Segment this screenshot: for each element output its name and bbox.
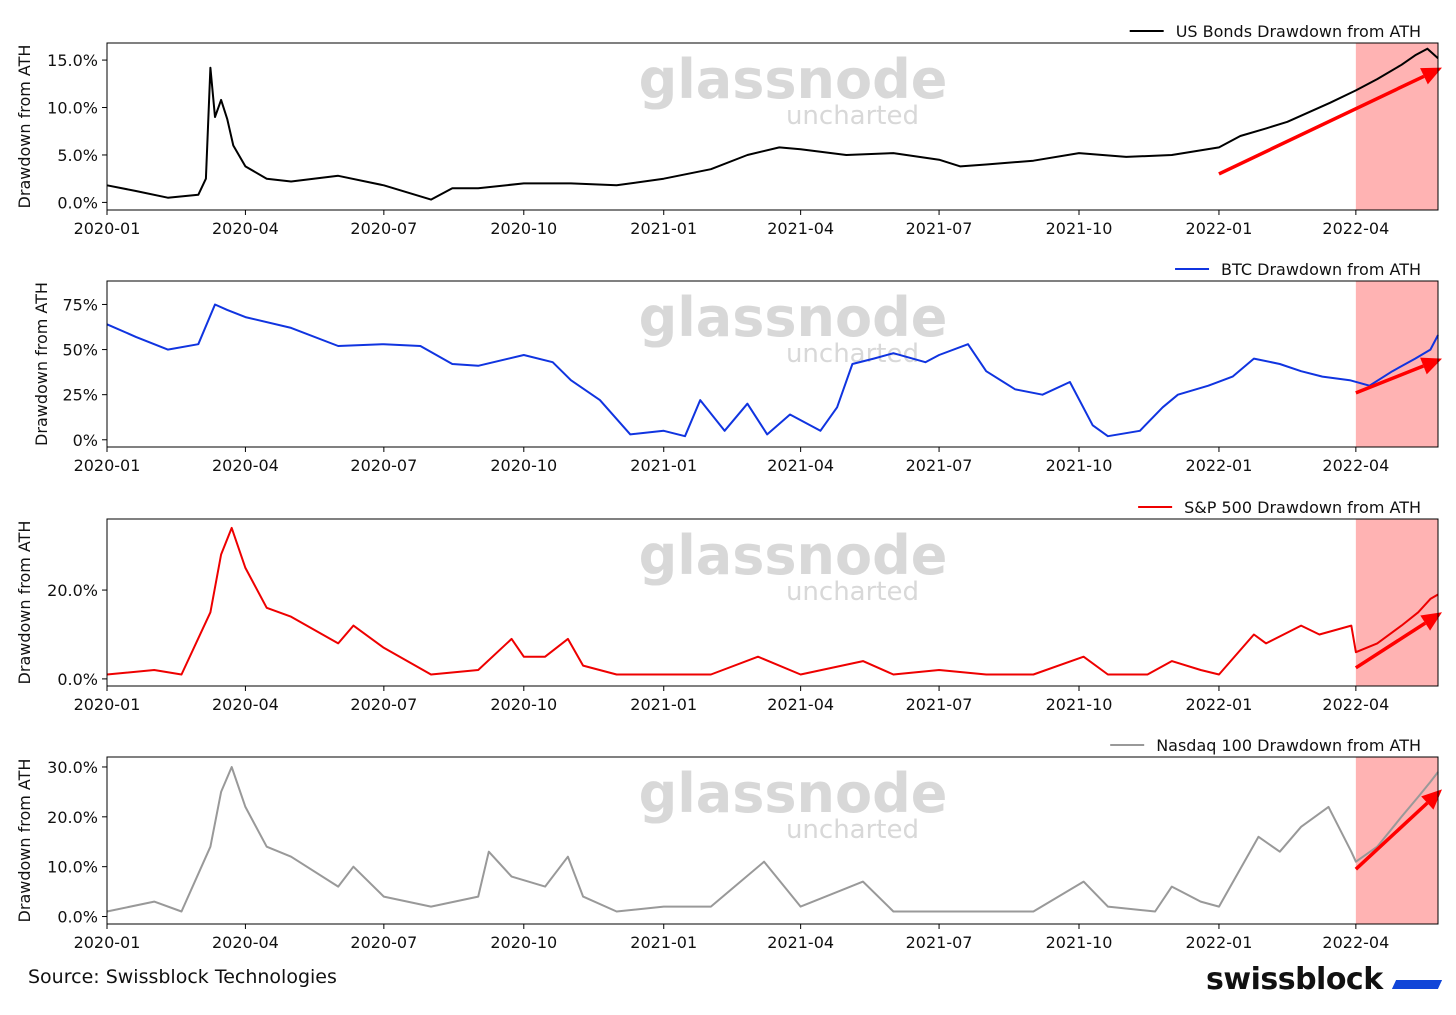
y-tick-label: 0.0%	[57, 193, 98, 212]
series-line	[106, 47, 1439, 201]
y-tick-label: 5.0%	[57, 146, 98, 165]
x-tick-label: 2021-10	[1046, 933, 1113, 952]
y-axis-label: Drawdown from ATH	[15, 759, 34, 923]
x-tick-label: 2021-04	[767, 219, 834, 238]
x-tick-label: 2021-10	[1046, 219, 1113, 238]
x-tick-label: 2021-01	[630, 695, 697, 714]
watermark-uncharted: uncharted	[786, 577, 919, 607]
legend-label: BTC Drawdown from ATH	[1221, 260, 1421, 279]
x-tick-label: 2022-01	[1186, 695, 1253, 714]
y-tick-label: 25%	[62, 386, 98, 405]
x-tick-label: 2021-04	[767, 456, 834, 475]
x-tick-label: 2020-10	[490, 695, 557, 714]
y-tick-label: 30.0%	[47, 758, 98, 777]
watermark-uncharted: uncharted	[786, 815, 919, 845]
series-line	[106, 303, 1439, 438]
watermark-glassnode: glassnode	[639, 286, 948, 349]
y-tick-label: 50%	[62, 341, 98, 360]
x-tick-label: 2020-10	[490, 456, 557, 475]
y-tick-label: 0.0%	[57, 670, 98, 689]
highlight-band	[1355, 757, 1438, 924]
x-tick-label: 2020-07	[350, 695, 417, 714]
trend-arrow-head	[1421, 789, 1442, 810]
x-tick-label: 2022-04	[1322, 219, 1389, 238]
plot-frame	[106, 518, 1439, 687]
x-tick-label: 2022-04	[1322, 456, 1389, 475]
trend-arrow-head	[1420, 67, 1442, 85]
source-caption: Source: Swissblock Technologies	[28, 966, 337, 988]
x-tick-label: 2021-01	[630, 933, 697, 952]
series-line	[106, 766, 1439, 913]
x-tick-label: 2020-04	[212, 933, 279, 952]
x-tick-label: 2022-01	[1186, 933, 1253, 952]
y-tick-label: 20.0%	[47, 808, 98, 827]
plot-frame	[106, 42, 1439, 211]
x-tick-label: 2022-04	[1322, 695, 1389, 714]
y-axis-label: Drawdown from ATH	[15, 45, 34, 209]
x-tick-label: 2020-07	[350, 456, 417, 475]
trend-arrow	[1218, 74, 1425, 176]
y-axis-label: Drawdown from ATH	[15, 521, 34, 685]
x-tick-label: 2021-01	[630, 219, 697, 238]
x-tick-label: 2020-01	[74, 933, 141, 952]
x-tick-label: 2020-04	[212, 456, 279, 475]
y-tick-label: 0.0%	[57, 908, 98, 927]
watermark-glassnode: glassnode	[639, 762, 948, 825]
x-tick-label: 2020-10	[490, 933, 557, 952]
x-tick-label: 2020-01	[74, 456, 141, 475]
x-tick-label: 2020-04	[212, 219, 279, 238]
legend-label: S&P 500 Drawdown from ATH	[1184, 498, 1421, 517]
y-tick-label: 15.0%	[47, 51, 98, 70]
plot-frame	[106, 756, 1439, 925]
brand-logo: swissblock	[1206, 962, 1383, 997]
x-tick-label: 2021-07	[906, 695, 973, 714]
series-line	[106, 526, 1439, 676]
y-tick-label: 20.0%	[47, 581, 98, 600]
x-tick-label: 2021-10	[1046, 456, 1113, 475]
x-tick-label: 2021-07	[906, 933, 973, 952]
y-tick-label: 10.0%	[47, 99, 98, 118]
y-axis-label: Drawdown from ATH	[32, 282, 51, 446]
x-tick-label: 2021-04	[767, 933, 834, 952]
brand-logo-mark	[1391, 980, 1443, 989]
trend-arrow-head	[1420, 612, 1442, 631]
watermark-glassnode: glassnode	[639, 48, 948, 111]
trend-arrow-head	[1420, 357, 1442, 375]
x-tick-label: 2021-07	[906, 456, 973, 475]
watermark-uncharted: uncharted	[786, 101, 919, 131]
y-tick-label: 0%	[73, 431, 98, 450]
x-tick-label: 2020-07	[350, 933, 417, 952]
x-tick-label: 2020-04	[212, 695, 279, 714]
x-tick-label: 2020-01	[74, 219, 141, 238]
trend-arrow	[1355, 364, 1425, 395]
y-tick-label: 10.0%	[47, 858, 98, 877]
x-tick-label: 2022-01	[1186, 219, 1253, 238]
x-tick-label: 2022-04	[1322, 933, 1389, 952]
trend-arrow	[1354, 621, 1427, 670]
watermark-glassnode: glassnode	[639, 524, 948, 587]
legend-label: US Bonds Drawdown from ATH	[1176, 22, 1421, 41]
x-tick-label: 2020-01	[74, 695, 141, 714]
x-tick-label: 2021-10	[1046, 695, 1113, 714]
trend-arrow	[1354, 801, 1429, 871]
x-tick-label: 2022-01	[1186, 456, 1253, 475]
y-tick-label: 75%	[62, 295, 98, 314]
plot-frame	[106, 280, 1439, 448]
legend-label: Nasdaq 100 Drawdown from ATH	[1156, 736, 1421, 755]
x-tick-label: 2021-01	[630, 456, 697, 475]
x-tick-label: 2020-07	[350, 219, 417, 238]
x-tick-label: 2021-07	[906, 219, 973, 238]
x-tick-label: 2021-04	[767, 695, 834, 714]
x-tick-label: 2020-10	[490, 219, 557, 238]
